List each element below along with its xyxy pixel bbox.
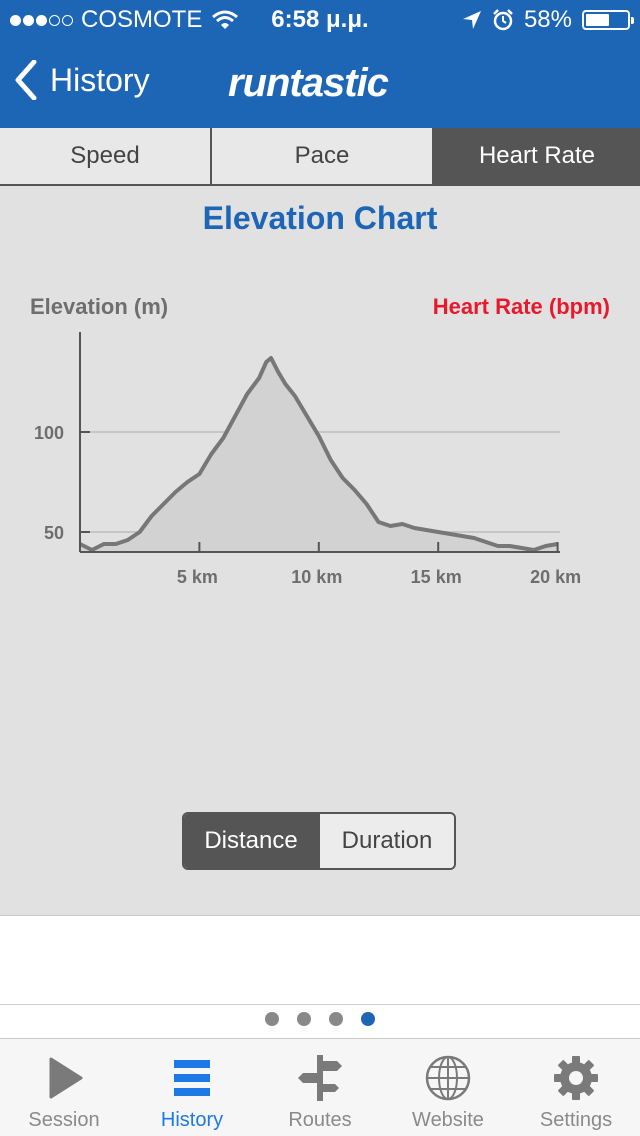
secondary-axis-label: Heart Rate (bpm) [432, 294, 610, 319]
chart-title: Elevation Chart [202, 200, 438, 236]
page-dot [329, 1012, 343, 1026]
tab-session[interactable]: Session [0, 1039, 128, 1136]
list-icon [174, 1060, 210, 1096]
toggle-distance[interactable]: Distance [184, 814, 318, 868]
x-tick-label: 20 km [530, 567, 581, 587]
page-dot [297, 1012, 311, 1026]
status-bar: COSMOTE 6:58 μ.μ. 58% [0, 0, 640, 40]
status-time: 6:58 μ.μ. [271, 6, 369, 33]
chevron-left-icon [15, 60, 37, 100]
header: COSMOTE 6:58 μ.μ. 58% [0, 0, 640, 128]
tab-label: Routes [288, 1109, 352, 1131]
elevation-area [80, 358, 558, 552]
page-dot [265, 1012, 279, 1026]
back-button[interactable]: History [14, 60, 150, 100]
x-tick-label: 15 km [411, 567, 462, 587]
gear-icon [554, 1056, 598, 1100]
divider [0, 1004, 640, 1005]
location-arrow-icon [462, 11, 481, 29]
svg-text:runtastic: runtastic [228, 61, 389, 105]
wifi-icon [212, 10, 239, 29]
x-tick-label: 5 km [177, 567, 218, 587]
segment-heart-rate[interactable]: Heart Rate [432, 128, 640, 184]
alarm-clock-icon [493, 9, 513, 31]
tab-label: History [160, 1109, 224, 1131]
elevation-chart: 50 100 5 km 10 km 15 km 20 km [34, 332, 581, 587]
tab-settings[interactable]: Settings [512, 1039, 640, 1136]
tab-history[interactable]: History [128, 1039, 256, 1136]
play-icon [49, 1057, 83, 1099]
battery-icon [582, 10, 634, 30]
y-axis-label: Elevation (m) [30, 294, 169, 319]
battery-percent: 58% [523, 6, 572, 33]
globe-icon [425, 1055, 471, 1101]
chart-panel: Elevation Chart Elevation (m) Heart Rate… [0, 186, 640, 916]
elevation-line [79, 356, 558, 552]
segment-speed[interactable]: Speed [0, 128, 210, 184]
tab-bar: Session History Routes Website [0, 1038, 640, 1136]
tab-label: Website [412, 1109, 484, 1131]
segment-pace[interactable]: Pace [210, 128, 432, 184]
x-tick-label: 10 km [291, 567, 342, 587]
metric-segmented-control: Speed Pace Heart Rate [0, 128, 640, 186]
signpost-icon [298, 1055, 342, 1101]
distance-duration-toggle: Distance Duration [182, 812, 456, 870]
page-dot [361, 1012, 375, 1026]
tab-routes[interactable]: Routes [256, 1039, 384, 1136]
back-button-label: History [50, 61, 150, 98]
carrier-name: COSMOTE [81, 6, 203, 33]
y-tick-label: 50 [44, 523, 64, 543]
tab-label: Session [28, 1109, 100, 1131]
tab-label: Settings [539, 1109, 613, 1131]
runtastic-logo: runtastic [228, 61, 390, 105]
page-indicator[interactable] [0, 1012, 640, 1026]
toggle-duration[interactable]: Duration [318, 814, 454, 868]
tab-website[interactable]: Website [384, 1039, 512, 1136]
y-tick-label: 100 [34, 423, 64, 443]
signal-strength-icon [10, 14, 73, 26]
